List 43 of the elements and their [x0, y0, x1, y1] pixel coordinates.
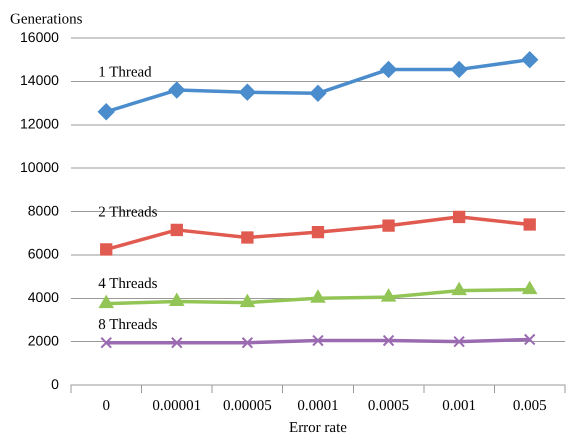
y-tick-label: 14000 [20, 72, 60, 88]
point [241, 231, 254, 244]
x-tick-label: 0.005 [512, 398, 547, 414]
x-tick-label: 0.001 [442, 398, 476, 414]
point [312, 226, 324, 238]
point [98, 103, 115, 120]
point [382, 219, 395, 232]
point [170, 224, 183, 236]
point [312, 334, 324, 346]
point [452, 210, 466, 224]
point [380, 60, 398, 78]
point [524, 218, 536, 231]
point [100, 336, 112, 349]
point [100, 243, 112, 256]
y-tick-label: 16000 [20, 28, 60, 45]
y-tick-label: 4000 [28, 289, 60, 306]
x-axis-title: Error rate [289, 420, 348, 436]
point [382, 334, 394, 346]
x-tick-label: 0.0005 [368, 398, 410, 414]
y-tick-label: 2000 [28, 332, 60, 348]
point [168, 82, 186, 99]
y-tick-label: 0 [51, 376, 60, 392]
x-tick-label: 0 [102, 398, 110, 414]
series-label: 8 Threads [98, 317, 158, 334]
point [453, 336, 466, 348]
point [170, 336, 183, 349]
y-tick-label: 10000 [20, 158, 60, 175]
point [238, 84, 256, 101]
x-tick-label: 0.0001 [297, 398, 339, 414]
point [521, 51, 538, 68]
series-label: 1 Thread [98, 64, 152, 80]
x-tick-label: 0.00005 [223, 398, 272, 414]
point [524, 334, 536, 346]
x-tick-label: 0.00001 [152, 398, 202, 414]
point [309, 84, 326, 102]
series-label: 4 Threads [98, 276, 158, 292]
y-tick-label: 6000 [28, 246, 60, 262]
y-tick-label: 12000 [20, 116, 60, 132]
point [241, 336, 254, 349]
y-tick-label: 8000 [28, 202, 60, 218]
series-label: 2 Threads [98, 204, 158, 220]
point [450, 60, 468, 78]
y-axis-title: Generations [10, 11, 83, 28]
